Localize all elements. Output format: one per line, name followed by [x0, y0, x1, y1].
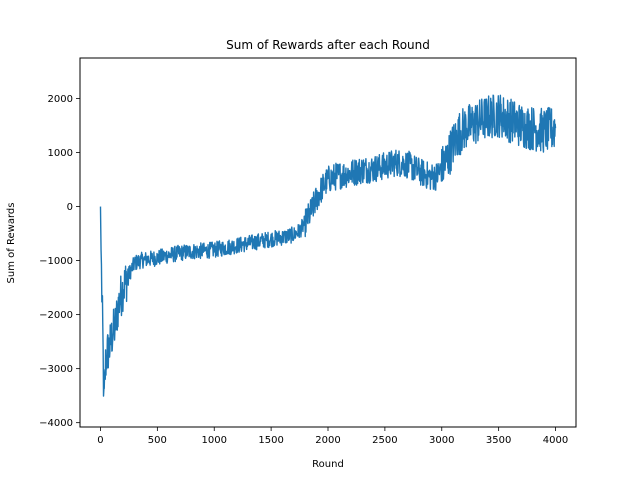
- series-layer: [99, 94, 557, 397]
- x-tick-label: 2000: [315, 435, 340, 446]
- series-line-0: [99, 94, 557, 397]
- y-axis: −4000 −3000 −2000 −1000 0 1000 2000: [39, 94, 80, 429]
- y-axis-label: Sum of Rewards: [6, 203, 17, 284]
- y-tick-label: −2000: [39, 310, 73, 321]
- x-tick-label: 3500: [486, 435, 511, 446]
- y-tick-label: −4000: [39, 418, 73, 429]
- x-tick-label: 2500: [372, 435, 397, 446]
- x-axis-label: Round: [312, 459, 344, 470]
- chart-title: Sum of Rewards after each Round: [226, 38, 430, 52]
- x-tick-label: 1500: [258, 435, 283, 446]
- y-tick-label: 1000: [48, 148, 73, 159]
- x-tick-label: 3000: [429, 435, 454, 446]
- y-tick-label: 0: [67, 202, 73, 213]
- y-tick-label: −3000: [39, 364, 73, 375]
- y-tick-label: −1000: [39, 256, 73, 267]
- x-axis: 0 500 1000 1500 2000 2500 3000 3500 4000: [97, 427, 568, 446]
- x-tick-label: 0: [97, 435, 103, 446]
- x-tick-label: 4000: [543, 435, 568, 446]
- x-tick-label: 1000: [202, 435, 227, 446]
- y-tick-label: 2000: [48, 94, 73, 105]
- x-tick-label: 500: [148, 435, 167, 446]
